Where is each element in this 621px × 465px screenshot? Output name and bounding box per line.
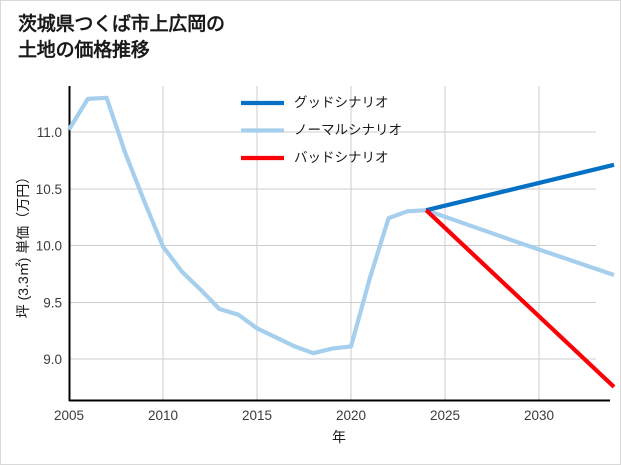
x-tick-label: 2025 [430, 408, 460, 423]
legend-label-normal: ノーマルシナリオ [294, 123, 402, 138]
y-tick-labels: 11.0 10.5 10.0 9.5 9.0 [36, 125, 62, 367]
legend-label-good: グッドシナリオ [294, 95, 389, 110]
y-tick-label: 10.0 [36, 239, 62, 254]
y-tick-label: 10.5 [36, 182, 62, 197]
x-axis-title: 年 [332, 429, 346, 445]
series-line-good [425, 162, 615, 213]
chart-title: 茨城県つくば市上広岡の 土地の価格推移 [18, 14, 225, 62]
horizontal-gridlines [69, 131, 596, 360]
y-tick-label: 9.0 [43, 352, 62, 367]
legend-label-bad: バッドシナリオ [294, 150, 389, 165]
x-tick-label: 2010 [148, 408, 178, 423]
series-line-normal [67, 95, 615, 356]
x-tick-label: 2020 [336, 408, 366, 423]
x-tick-label: 2030 [524, 408, 554, 423]
y-axis-title: 坪 (3.3㎡) 単価（万円） [15, 170, 31, 319]
series-line-bad [424, 208, 616, 389]
x-tick-labels: 2005 2010 2015 2020 2025 2030 [54, 408, 554, 423]
x-tick-label: 2015 [242, 408, 272, 423]
y-tick-label: 9.5 [43, 295, 62, 310]
x-tick-label: 2005 [54, 408, 84, 423]
chart-legend: グッドシナリオ ノーマルシナリオ バッドシナリオ [241, 95, 402, 165]
y-tick-label: 11.0 [37, 125, 62, 140]
